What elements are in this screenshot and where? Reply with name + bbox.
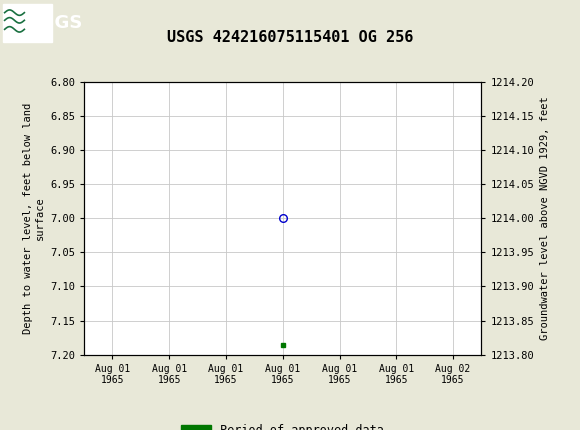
Text: USGS 424216075115401 OG 256: USGS 424216075115401 OG 256	[167, 30, 413, 45]
Y-axis label: Groundwater level above NGVD 1929, feet: Groundwater level above NGVD 1929, feet	[540, 96, 550, 340]
Text: USGS: USGS	[28, 14, 83, 31]
Legend: Period of approved data: Period of approved data	[177, 419, 389, 430]
Y-axis label: Depth to water level, feet below land
surface: Depth to water level, feet below land su…	[23, 103, 45, 334]
Bar	[3, 3, 52, 42]
